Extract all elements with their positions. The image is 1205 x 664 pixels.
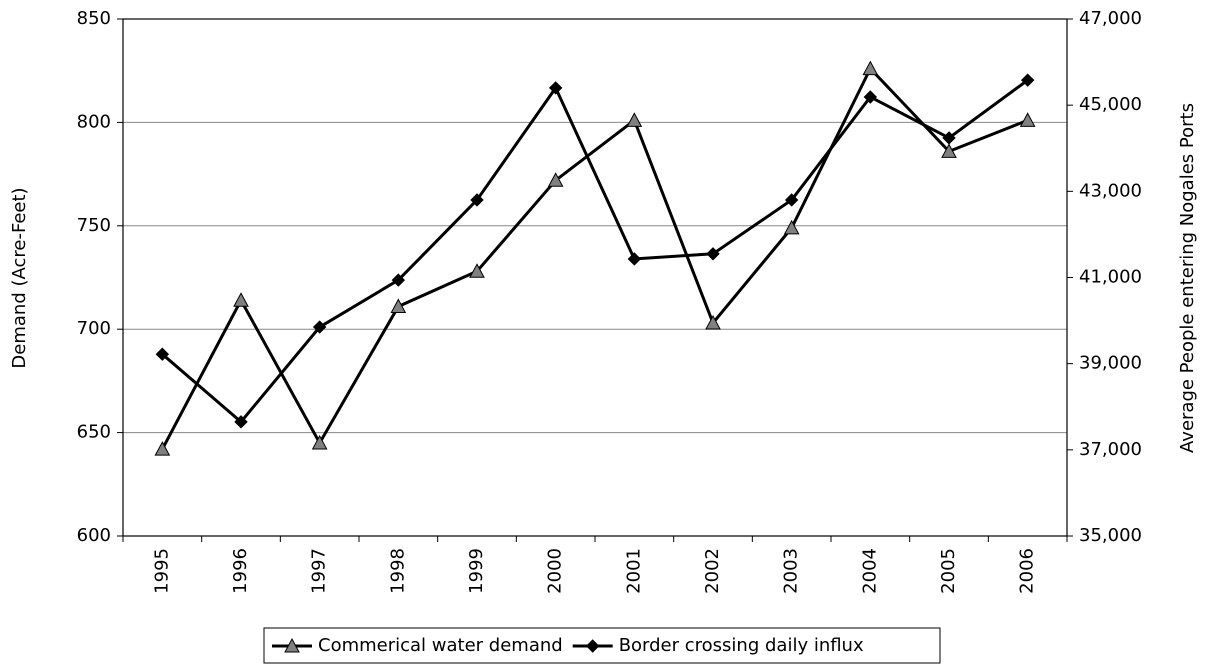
x-tick-label: 2005 — [938, 548, 959, 594]
legend-label: Commerical water demand — [318, 635, 563, 656]
series-line — [161, 78, 1029, 424]
y2-axis-label: Average People entering Nogales Ports — [1177, 103, 1198, 453]
y-tick-label: 800 — [77, 111, 111, 132]
x-tick-label: 2000 — [545, 548, 566, 594]
y2-tick-label: 39,000 — [1079, 353, 1142, 374]
y-tick-label: 600 — [77, 525, 111, 546]
y-axis-label: Demand (Acre-Feet) — [9, 187, 30, 368]
marker — [705, 314, 721, 330]
marker — [1019, 112, 1036, 127]
marker — [234, 415, 248, 429]
marker — [942, 131, 956, 145]
y2-tick-label: 47,000 — [1079, 8, 1142, 29]
x-tick-label: 1998 — [387, 548, 408, 594]
marker — [284, 637, 300, 653]
marker — [470, 193, 484, 207]
marker — [585, 639, 600, 653]
x-tick-label: 1996 — [230, 548, 251, 594]
x-tick-label: 2006 — [1017, 548, 1038, 594]
marker — [391, 273, 406, 287]
marker — [469, 263, 485, 278]
marker — [627, 252, 642, 266]
marker — [941, 143, 957, 158]
marker — [547, 172, 564, 187]
marker — [626, 112, 643, 127]
legend-label: Border crossing daily influx — [619, 635, 864, 656]
y-tick-label: 750 — [77, 215, 111, 236]
y2-tick-label: 37,000 — [1079, 439, 1142, 460]
x-tick-label: 2002 — [702, 548, 723, 594]
marker — [1020, 73, 1035, 87]
x-tick-label: 2003 — [781, 548, 802, 594]
y-tick-label: 650 — [77, 422, 111, 443]
x-tick-label: 2001 — [623, 548, 644, 594]
y-tick-label: 850 — [77, 8, 111, 29]
marker — [862, 60, 879, 76]
marker — [783, 219, 800, 235]
x-tick-label: 2004 — [859, 548, 880, 594]
x-tick-label: 1997 — [309, 548, 330, 594]
x-tick-label: 1995 — [151, 548, 172, 594]
marker — [233, 292, 249, 307]
marker — [155, 347, 170, 361]
marker — [154, 441, 171, 456]
x-tick-label: 1999 — [466, 548, 487, 594]
y2-tick-label: 43,000 — [1079, 180, 1142, 201]
marker — [863, 90, 878, 104]
y2-tick-label: 41,000 — [1079, 267, 1142, 288]
marker — [390, 298, 407, 313]
marker — [548, 81, 563, 95]
y-tick-label: 700 — [77, 318, 111, 339]
plot-frame — [122, 18, 1068, 537]
marker — [311, 434, 328, 450]
marker — [312, 320, 327, 334]
y2-tick-label: 45,000 — [1079, 94, 1142, 115]
series-line — [161, 66, 1029, 450]
y2-tick-label: 35,000 — [1079, 525, 1142, 546]
marker — [706, 247, 720, 261]
marker — [784, 193, 799, 207]
